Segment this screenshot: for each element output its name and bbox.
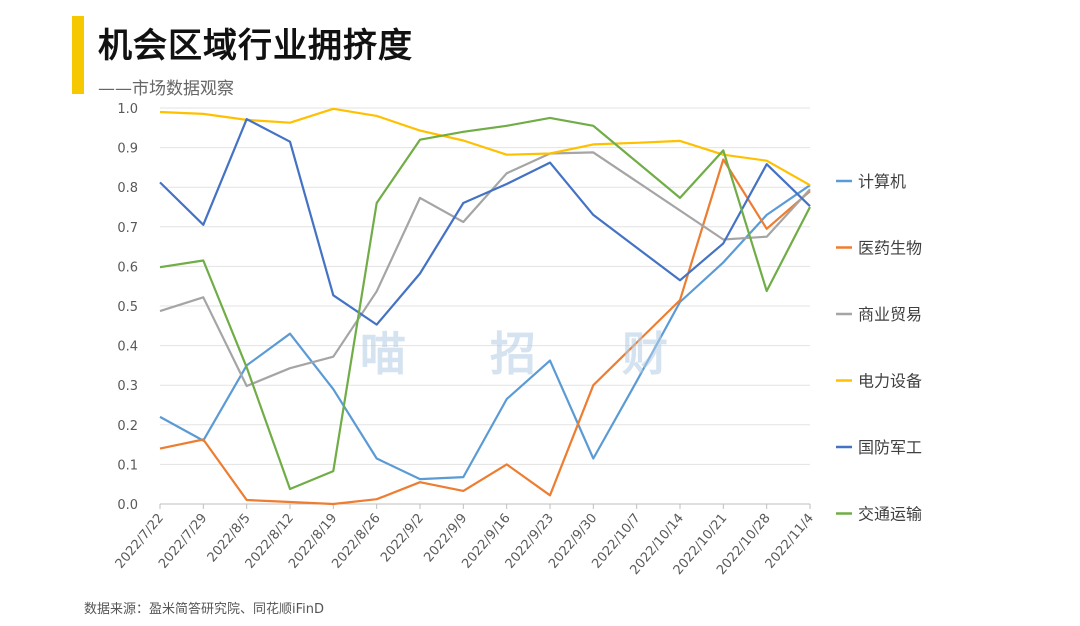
watermark: 喵 招 财 [0,318,1080,381]
legend-label: 国防军工 [858,438,922,457]
y-tick-label: 0.7 [117,221,138,236]
y-tick-label: 0.1 [117,458,138,473]
title-accent-bar [72,16,84,94]
y-tick-label: 1.0 [117,102,138,117]
y-tick-label: 0.3 [117,379,138,394]
y-tick-label: 0.8 [117,181,138,196]
y-tick-label: 0.5 [117,300,138,315]
y-tick-label: 0.9 [117,142,138,157]
legend-label: 医药生物 [858,239,922,258]
series-line [159,116,811,491]
legend-label: 商业贸易 [858,305,922,324]
series-line [159,184,811,481]
watermark-char: 招 [490,327,536,381]
y-tick-label: 0.6 [117,260,138,275]
y-tick-label: 0.0 [117,498,138,513]
legend-label: 交通运输 [858,505,922,524]
chart-gridlines [160,107,810,505]
y-tick-label: 0.4 [117,340,138,355]
data-source-note: 数据来源：盈米简答研究院、同花顺iFinD [84,602,325,617]
watermark-char: 喵 [360,327,406,381]
watermark-char: 财 [622,327,668,381]
x-tick-label: 2022/9/2 [378,511,427,565]
series-line [159,117,811,326]
series-line [159,151,811,388]
x-axis-ticks: 2022/7/222022/7/292022/8/52022/8/122022/… [113,504,817,578]
y-tick-label: 0.2 [117,419,138,434]
page-subtitle: ——市场数据观察 [98,79,234,99]
series-line [159,107,811,187]
legend-label: 计算机 [858,172,906,191]
legend-label: 电力设备 [858,372,922,391]
page-title: 机会区域行业拥挤度 [98,26,413,66]
chart-series-lines [159,107,811,506]
series-line [159,158,811,506]
y-axis-ticks: 0.0 0.1 0.2 0.3 0.4 0.5 0.6 0.7 0.8 0.9 1.0 [117,102,138,513]
